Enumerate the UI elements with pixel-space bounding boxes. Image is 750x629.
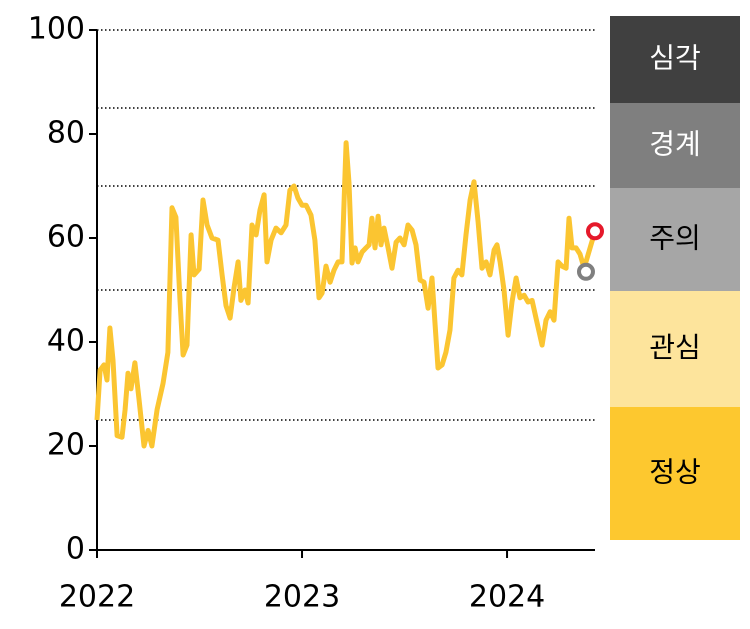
highlight-marker xyxy=(576,262,595,281)
band-box xyxy=(610,103,740,188)
x-tick-label: 2023 xyxy=(264,580,340,615)
x-tick-label: 2022 xyxy=(59,580,135,615)
band-label: 경계 xyxy=(649,128,701,161)
band-label: 정상 xyxy=(649,456,701,489)
data-line xyxy=(94,140,598,449)
band-box xyxy=(610,188,740,291)
band-box xyxy=(610,16,740,103)
band-label: 심각 xyxy=(649,42,701,75)
y-tick-label: 60 xyxy=(47,220,85,255)
x-tick-label: 2024 xyxy=(469,580,545,615)
y-tick-label: 0 xyxy=(66,532,85,567)
highlight-marker xyxy=(586,222,604,241)
y-tick-label: 80 xyxy=(47,116,85,151)
y-tick-label: 100 xyxy=(28,12,85,47)
band-label: 주의 xyxy=(649,222,701,255)
y-tick-label: 40 xyxy=(47,324,85,359)
band-label: 관심 xyxy=(649,331,701,364)
band-box xyxy=(610,291,740,407)
y-tick-label: 20 xyxy=(47,428,85,463)
band-box xyxy=(610,407,740,540)
